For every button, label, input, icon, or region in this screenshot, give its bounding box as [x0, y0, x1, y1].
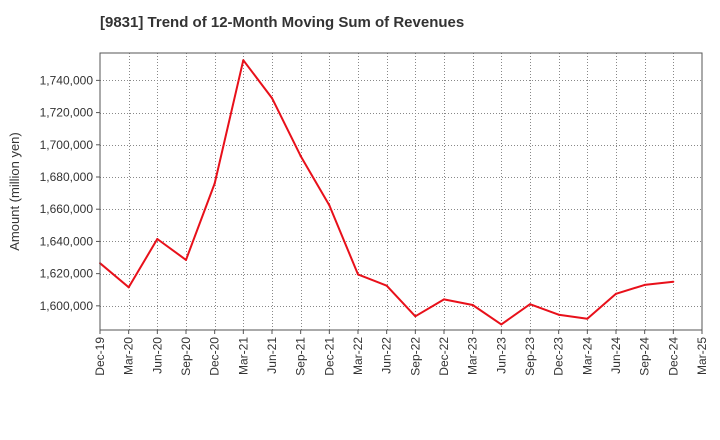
x-tick-label: Dec-20	[208, 337, 222, 376]
data-point	[557, 313, 560, 316]
plot-frame	[99, 52, 703, 331]
x-tick-label: Sep-23	[523, 337, 537, 376]
data-point	[185, 258, 187, 261]
x-tick-label: Jun-22	[380, 337, 394, 374]
y-tick-label: 1,660,000	[40, 202, 94, 216]
data-point	[615, 292, 617, 295]
data-point	[586, 317, 589, 320]
chart-title: [9831] Trend of 12-Month Moving Sum of R…	[100, 14, 465, 31]
data-point	[271, 97, 273, 100]
y-tick-label: 1,700,000	[40, 138, 94, 152]
x-tick-label: Dec-21	[322, 337, 336, 376]
data-point	[672, 280, 675, 283]
x-tick-label: Mar-21	[236, 337, 250, 375]
data-point	[414, 315, 417, 318]
x-tick-label: Dec-23	[552, 337, 566, 376]
x-tick-label: Jun-20	[150, 337, 164, 374]
y-tick-label: 1,640,000	[40, 234, 94, 248]
x-tick-label: Mar-23	[466, 337, 480, 375]
x-tick-label: Sep-22	[408, 337, 422, 376]
x-tick-label: Mar-22	[351, 337, 365, 375]
y-axis-title: Amount (million yen)	[7, 132, 22, 251]
x-tick-label: Jun-21	[265, 337, 279, 374]
y-tick-label: 1,740,000	[40, 73, 94, 87]
x-tick-label: Mar-24	[580, 337, 594, 375]
data-point	[213, 182, 216, 185]
y-tick-label: 1,600,000	[40, 299, 94, 313]
data-point	[357, 273, 359, 276]
x-tick-label: Sep-21	[294, 337, 308, 376]
series-layer	[99, 59, 675, 326]
data-point	[299, 155, 302, 158]
y-tick-label: 1,680,000	[40, 170, 94, 184]
data-point	[385, 284, 388, 287]
data-point	[127, 286, 130, 289]
y-tick-label: 1,720,000	[40, 106, 94, 120]
x-tick-label: Jun-23	[494, 337, 508, 374]
x-tick-label: Mar-25	[695, 337, 709, 375]
x-tick-label: Dec-22	[437, 337, 451, 376]
y-tick-label: 1,620,000	[40, 267, 94, 281]
data-point	[443, 298, 445, 301]
grid-layer	[100, 53, 702, 330]
data-point	[643, 283, 646, 286]
x-tick-label: Dec-24	[666, 337, 680, 376]
data-point	[471, 304, 474, 306]
data-point	[529, 303, 531, 306]
data-point	[328, 204, 331, 207]
x-tick-label: Dec-19	[93, 337, 107, 376]
y-tick-labels: 1,600,000 1,620,000 1,640,000 1,660,000 1,68…	[40, 73, 100, 313]
x-tick-labels: Dec-19 Mar-20 Jun-20 Sep-20 Dec-20 Mar-21 Jun-…	[93, 330, 709, 376]
x-tick-label: Sep-20	[179, 337, 193, 376]
data-point	[500, 323, 503, 326]
x-tick-label: Jun-24	[609, 337, 623, 374]
x-tick-label: Sep-24	[638, 337, 652, 376]
x-tick-label: Mar-20	[122, 337, 136, 375]
data-point	[156, 238, 159, 240]
data-point	[242, 59, 245, 62]
